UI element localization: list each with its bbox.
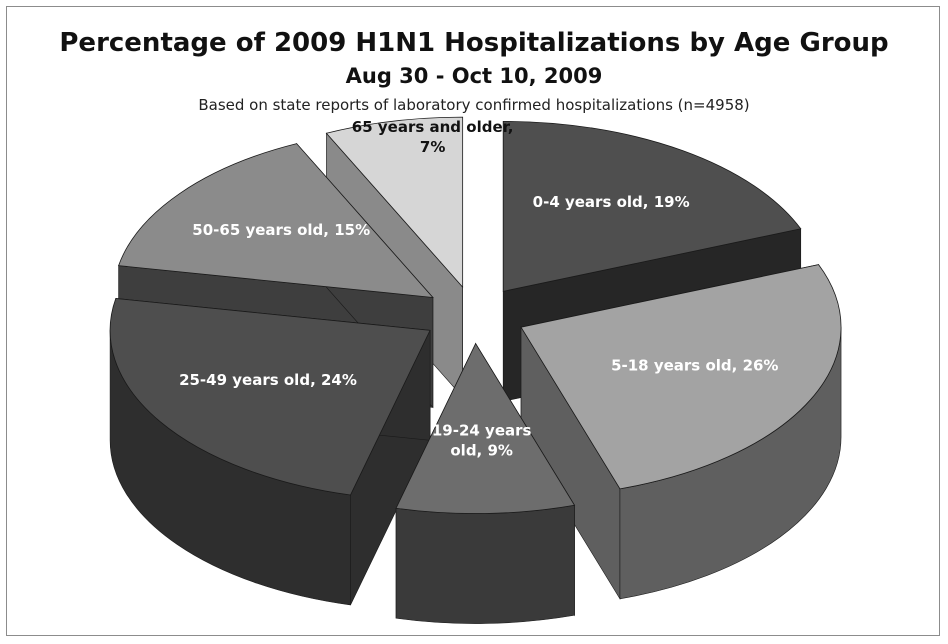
data-label-line-19-24-years-old-1: old, 9% (450, 442, 513, 460)
data-label-0-4-years-old: 0-4 years old, 19% (533, 193, 690, 211)
chart-title: Percentage of 2009 H1N1 Hospitalizations… (59, 28, 889, 58)
data-label-25-49-years-old: 25-49 years old, 24% (179, 371, 357, 389)
pie-slice-top-65-years-and-older (325, 116, 464, 289)
chart-subtitle: Aug 30 - Oct 10, 2009 (345, 64, 603, 88)
pie-slice-top-0-4-years-old (502, 120, 802, 292)
pie-slice-top-19-24-years-old (395, 342, 576, 514)
pie-slice-top-5-18-years-old (520, 264, 842, 490)
pie-slice-25-49-years-old (109, 298, 431, 606)
data-label-line-25-49-years-old-0: 25-49 years old, 24% (179, 371, 357, 389)
chart-note: Based on state reports of laboratory con… (198, 96, 750, 114)
data-label-line-0-4-years-old-0: 0-4 years old, 19% (533, 193, 690, 211)
pie-slice-top-50-65-years-old (118, 143, 434, 298)
data-label-50-65-years-old: 50-65 years old, 15% (192, 221, 370, 239)
pie-slice-5-18-years-old (520, 264, 842, 600)
data-label-line-5-18-years-old-0: 5-18 years old, 26% (611, 357, 778, 375)
pie-slice-top-25-49-years-old (109, 298, 431, 496)
data-label-line-19-24-years-old-0: 19-24 years (432, 422, 532, 440)
data-label-line-50-65-years-old-0: 50-65 years old, 15% (192, 221, 370, 239)
data-label-5-18-years-old: 5-18 years old, 26% (611, 357, 778, 375)
pie-slice-19-24-years-old (395, 342, 576, 624)
data-label-line-65-years-and-older-0: 65 years and older, (352, 118, 514, 136)
data-label-65-years-and-older: 65 years and older, 7% (352, 118, 514, 156)
data-label-line-65-years-and-older-1: 7% (420, 138, 445, 156)
pie-slice-outer-wall-19-24-years-old-0 (395, 504, 575, 624)
data-label-19-24-years-old: 19-24 years old, 9% (432, 422, 532, 460)
